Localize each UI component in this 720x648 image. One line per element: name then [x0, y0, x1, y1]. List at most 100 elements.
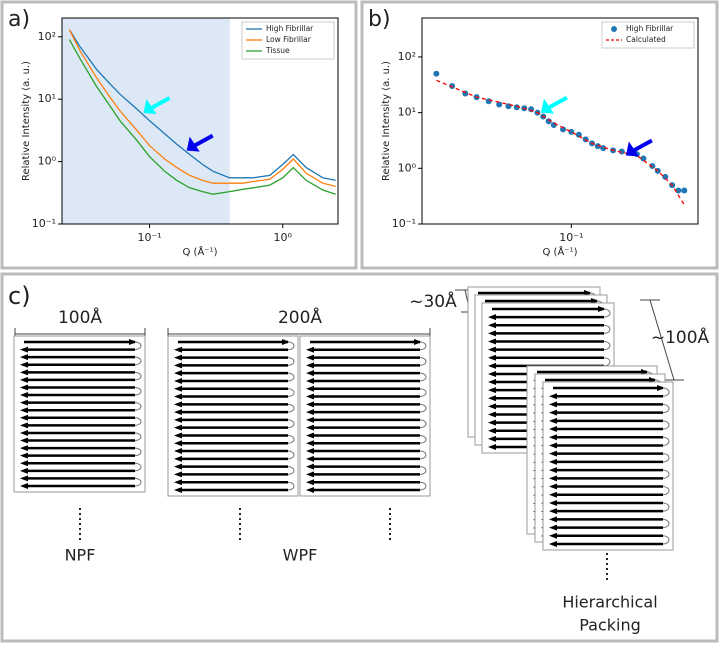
strand-arrow	[20, 407, 28, 414]
data-point	[550, 121, 557, 128]
turn	[134, 341, 142, 351]
shaded-region	[62, 18, 230, 224]
strand-arrow	[306, 370, 314, 377]
strand-arrow	[174, 385, 182, 392]
strand-arrow	[20, 460, 28, 467]
turn	[419, 403, 427, 413]
plot-frame	[61, 17, 339, 225]
turn	[287, 372, 295, 382]
y-tick-label: 10⁰	[398, 161, 417, 174]
strand-arrow	[174, 487, 182, 493]
strand-arrow	[20, 354, 28, 361]
turn	[603, 324, 611, 334]
strand-arrow	[549, 417, 557, 424]
data-point	[681, 187, 688, 194]
data-point	[496, 101, 503, 108]
dimension-label: ~30Å	[409, 290, 457, 312]
strand-arrow	[598, 306, 606, 312]
strand-arrow	[549, 483, 557, 490]
turn	[287, 341, 295, 351]
turn	[134, 386, 142, 396]
structure-label: Hierarchical	[562, 593, 657, 612]
data-point	[568, 128, 575, 135]
y-tick-label: 10²	[38, 30, 56, 43]
data-point	[600, 145, 607, 152]
turn	[419, 341, 427, 351]
fit-line	[436, 79, 685, 206]
strand-arrow	[549, 516, 557, 523]
data-point	[513, 104, 520, 111]
strand-arrow	[20, 361, 28, 368]
strand-arrow	[174, 432, 182, 439]
structure-label: WPF	[283, 546, 318, 565]
strand-arrow	[20, 429, 28, 436]
legend-label: Calculated	[626, 35, 666, 44]
panel-label: b)	[368, 7, 391, 32]
strand-arrow	[20, 392, 28, 399]
strand-arrow	[306, 424, 314, 431]
structure-label: Packing	[579, 616, 641, 635]
y-tick-label: 10⁻¹	[392, 217, 416, 230]
strand-arrow	[488, 354, 496, 361]
strand-arrow	[488, 403, 496, 410]
data-line	[68, 29, 336, 188]
strand-arrow	[174, 463, 182, 470]
turn	[662, 469, 670, 479]
turn	[662, 535, 670, 545]
strand-arrow	[306, 448, 314, 455]
strand-arrow	[306, 455, 314, 462]
y-tick-label: 10²	[398, 50, 416, 63]
y-axis-label: Relative Intensity (a. u.)	[381, 61, 392, 181]
turn	[287, 388, 295, 398]
strand-arrow	[20, 422, 28, 429]
turn	[134, 462, 142, 472]
strand-arrow	[306, 346, 314, 353]
strand-arrow	[488, 330, 496, 337]
strand-arrow	[20, 384, 28, 391]
strand-arrow	[306, 471, 314, 478]
strand-arrow	[306, 416, 314, 423]
strand-arrow	[282, 339, 290, 345]
dimension-label: 100Å	[58, 306, 102, 328]
strand-arrow	[174, 377, 182, 384]
plot-frame	[421, 17, 699, 225]
arrow-shaft	[148, 96, 171, 111]
arrow-head	[625, 141, 639, 157]
strand-arrow	[549, 532, 557, 539]
data-point	[560, 126, 567, 133]
turn	[134, 402, 142, 411]
strand-arrow	[549, 426, 557, 433]
strand-arrow	[306, 440, 314, 447]
data-point	[618, 148, 625, 155]
data-point	[649, 163, 656, 170]
strand-arrow	[129, 339, 137, 345]
y-tick-label: 10¹	[398, 106, 416, 119]
strand-arrow	[306, 487, 314, 493]
data-line	[68, 39, 336, 195]
y-axis-label: Relative Intensity (a. u.)	[21, 61, 32, 181]
x-tick-label: 10⁻¹	[137, 231, 161, 244]
turn	[419, 372, 427, 382]
turn	[287, 419, 295, 429]
turn	[134, 477, 142, 487]
strand-arrow	[174, 479, 182, 486]
turn	[419, 450, 427, 460]
strand-arrow	[174, 448, 182, 455]
strand-arrow	[549, 524, 557, 531]
x-tick-label: 10⁻¹	[559, 231, 583, 244]
strand-arrow	[174, 370, 182, 377]
arrow-shaft	[630, 138, 653, 154]
panel-label: c)	[8, 282, 31, 310]
y-tick-label: 10⁻¹	[32, 217, 56, 230]
turn	[662, 420, 670, 430]
strand-arrow	[306, 401, 314, 408]
data-point	[594, 143, 601, 150]
arrow-shaft	[546, 95, 568, 111]
fibril-block	[167, 335, 299, 497]
turn	[419, 419, 427, 429]
turn	[287, 466, 295, 475]
data-point	[662, 173, 669, 180]
turn	[419, 434, 427, 444]
strand-arrow	[20, 467, 28, 474]
